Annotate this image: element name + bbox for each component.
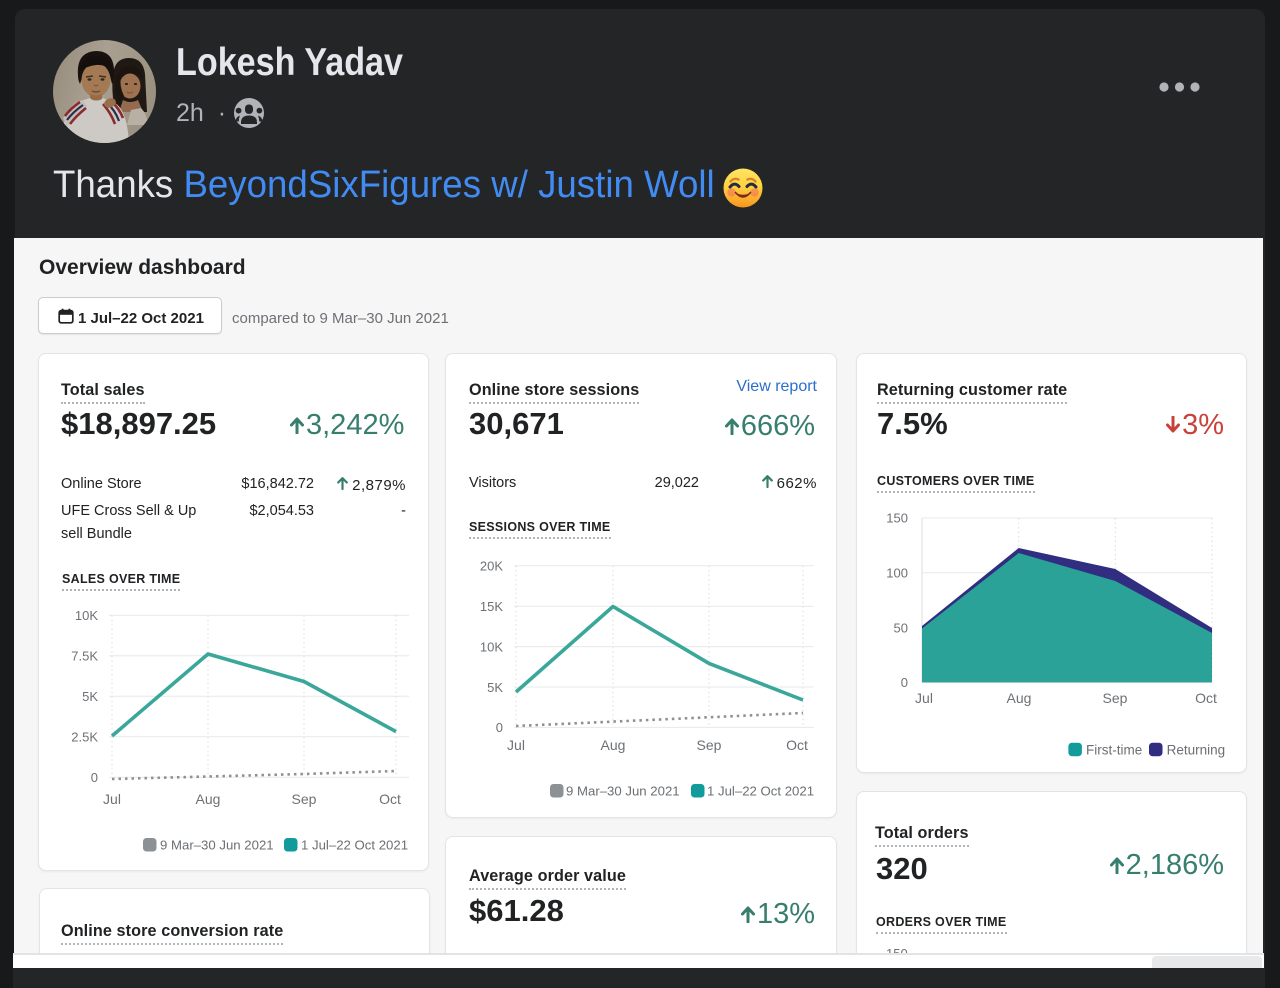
svg-text:Jul: Jul	[507, 737, 525, 753]
svg-text:Oct: Oct	[1195, 690, 1217, 706]
svg-text:7.5K: 7.5K	[71, 649, 98, 664]
svg-text:100: 100	[886, 566, 908, 581]
svg-text:5K: 5K	[487, 680, 503, 695]
svg-text:Sep: Sep	[1103, 690, 1128, 706]
svg-text:Returning: Returning	[1167, 742, 1226, 757]
svg-text:Oct: Oct	[379, 791, 401, 807]
svg-text:15K: 15K	[480, 599, 503, 614]
svg-text:Aug: Aug	[1007, 690, 1032, 706]
svg-text:50: 50	[894, 620, 908, 635]
svg-text:Aug: Aug	[196, 791, 221, 807]
svg-text:20K: 20K	[480, 559, 503, 574]
svg-text:10K: 10K	[480, 640, 503, 655]
svg-text:0: 0	[901, 675, 908, 690]
svg-text:1 Jul–22 Oct 2021: 1 Jul–22 Oct 2021	[707, 784, 814, 799]
svg-text:9 Mar–30 Jun 2021: 9 Mar–30 Jun 2021	[566, 784, 680, 799]
svg-text:Jul: Jul	[915, 690, 933, 706]
svg-text:10K: 10K	[75, 608, 98, 623]
svg-text:Sep: Sep	[292, 791, 317, 807]
svg-text:Oct: Oct	[786, 737, 808, 753]
svg-text:First-time: First-time	[1086, 742, 1142, 757]
svg-text:5K: 5K	[82, 689, 98, 704]
svg-text:Aug: Aug	[601, 737, 626, 753]
svg-text:Sep: Sep	[697, 737, 722, 753]
svg-text:1 Jul–22 Oct 2021: 1 Jul–22 Oct 2021	[301, 838, 408, 853]
svg-text:2.5K: 2.5K	[71, 730, 98, 745]
svg-text:0: 0	[91, 770, 98, 785]
svg-text:9 Mar–30 Jun 2021: 9 Mar–30 Jun 2021	[160, 838, 274, 853]
svg-text:Jul: Jul	[103, 791, 121, 807]
svg-text:150: 150	[886, 511, 908, 526]
svg-text:0: 0	[496, 720, 503, 735]
